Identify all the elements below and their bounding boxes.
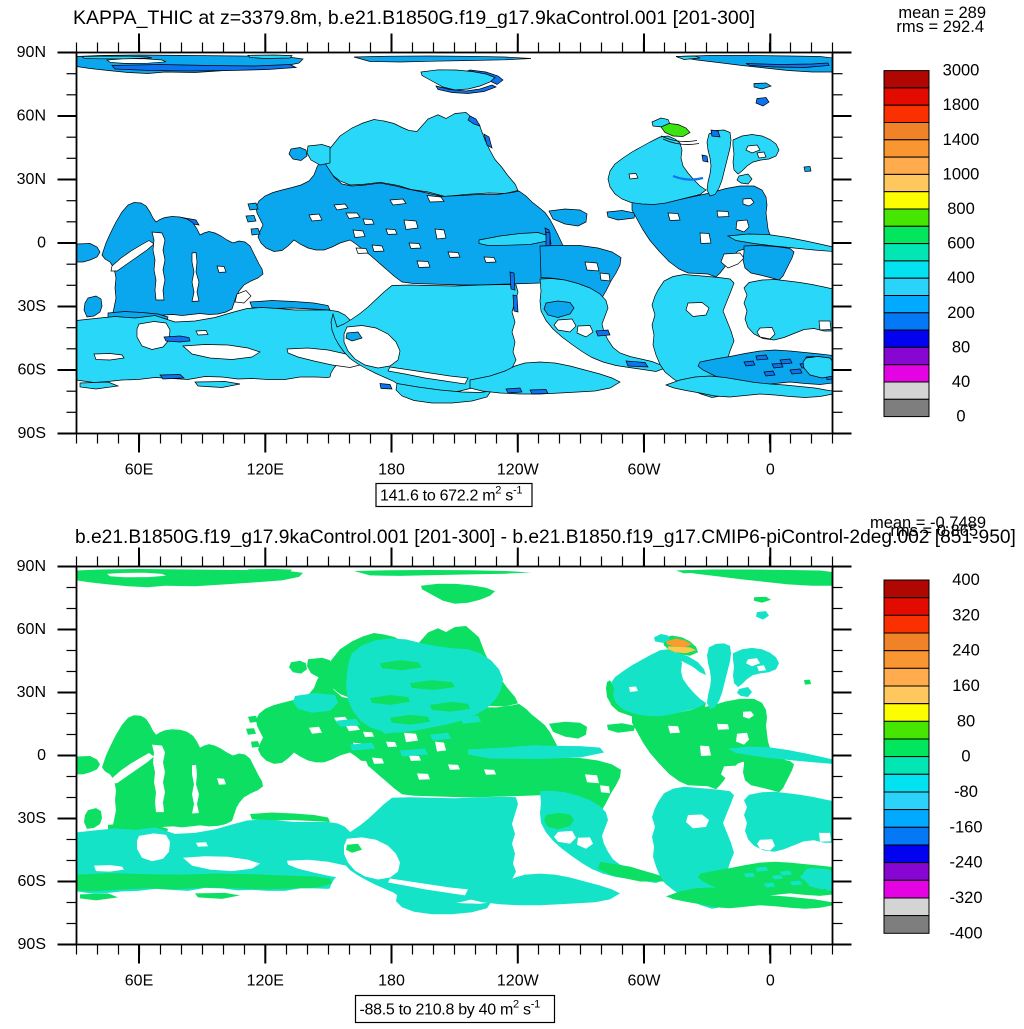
svg-text:-88.5 to 210.8 by 40 m2 s-1: -88.5 to 210.8 by 40 m2 s-1 [360, 999, 541, 1019]
svg-text:30N: 30N [17, 684, 46, 701]
svg-text:400: 400 [952, 571, 980, 589]
svg-text:180: 180 [378, 462, 405, 479]
svg-text:180: 180 [378, 973, 405, 990]
svg-text:240: 240 [952, 642, 980, 660]
svg-text:-80: -80 [954, 783, 978, 801]
svg-text:1000: 1000 [943, 165, 980, 183]
svg-text:60E: 60E [125, 462, 153, 479]
svg-text:80: 80 [952, 338, 970, 356]
svg-text:0: 0 [961, 748, 970, 766]
svg-text:-400: -400 [949, 924, 982, 942]
svg-text:3000: 3000 [943, 62, 980, 80]
svg-text:60W: 60W [628, 973, 662, 990]
svg-text:rms = 0.865: rms = 0.865 [890, 522, 978, 540]
svg-text:mean = 289: mean = 289 [898, 4, 986, 22]
svg-text:-240: -240 [949, 854, 982, 872]
svg-text:0: 0 [766, 462, 775, 479]
svg-text:800: 800 [947, 200, 975, 218]
svg-text:80: 80 [957, 712, 975, 730]
svg-text:90S: 90S [18, 425, 46, 442]
svg-text:120W: 120W [497, 973, 540, 990]
svg-text:120W: 120W [497, 462, 540, 479]
svg-text:0: 0 [956, 408, 965, 426]
svg-text:30N: 30N [17, 171, 46, 188]
svg-text:-320: -320 [949, 889, 982, 907]
svg-text:160: 160 [952, 677, 980, 695]
svg-text:60W: 60W [628, 462, 662, 479]
svg-text:0: 0 [37, 235, 46, 252]
svg-text:60S: 60S [18, 362, 46, 379]
svg-text:30S: 30S [18, 810, 46, 827]
svg-text:1400: 1400 [943, 131, 980, 149]
svg-text:mean = -0.7489: mean = -0.7489 [870, 514, 986, 532]
svg-text:30S: 30S [18, 298, 46, 315]
svg-text:1800: 1800 [943, 96, 980, 114]
svg-text:320: 320 [952, 606, 980, 624]
svg-text:KAPPA_THIC at z=3379.8m, b.e21: KAPPA_THIC at z=3379.8m, b.e21.B1850G.f1… [73, 7, 755, 29]
svg-text:141.6 to 672.2 m2 s-1: 141.6 to 672.2 m2 s-1 [380, 485, 522, 505]
svg-text:120E: 120E [247, 462, 284, 479]
svg-text:90N: 90N [17, 44, 46, 61]
svg-text:b.e21.B1850G.f19_g17.9kaContro: b.e21.B1850G.f19_g17.9kaControl.001 [201… [75, 527, 1016, 548]
svg-text:40: 40 [952, 373, 970, 391]
svg-text:60N: 60N [17, 621, 46, 638]
svg-text:-160: -160 [949, 818, 982, 836]
svg-text:120E: 120E [247, 973, 284, 990]
svg-text:90S: 90S [18, 936, 46, 953]
svg-text:200: 200 [947, 304, 975, 322]
svg-text:0: 0 [766, 973, 775, 990]
svg-text:90N: 90N [17, 558, 46, 575]
svg-text:60S: 60S [18, 873, 46, 890]
svg-text:600: 600 [947, 235, 975, 253]
svg-text:60E: 60E [125, 973, 153, 990]
svg-text:400: 400 [947, 269, 975, 287]
svg-text:60N: 60N [17, 108, 46, 125]
svg-text:rms = 292.4: rms = 292.4 [896, 18, 984, 36]
svg-text:0: 0 [37, 747, 46, 764]
